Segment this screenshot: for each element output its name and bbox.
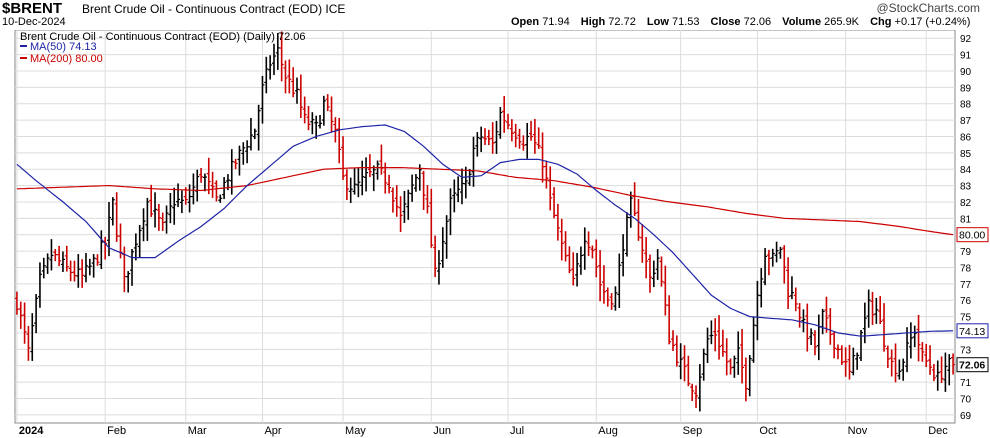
legend-ma200-text: MA(200) 80.00 xyxy=(30,53,103,65)
y-tick-label: 83 xyxy=(960,182,972,193)
close-value-tag: 72.06 xyxy=(959,360,985,372)
open-value: 71.94 xyxy=(542,16,570,28)
x-tick-label: Dec xyxy=(928,425,948,437)
x-tick-label: 2024 xyxy=(19,425,44,437)
y-tick-label: 85 xyxy=(960,149,972,160)
close-value: 72.06 xyxy=(743,16,772,28)
ma50-line xyxy=(16,124,954,337)
ma50-value-tag: 74.13 xyxy=(959,326,985,338)
x-tick-label: Jun xyxy=(433,425,451,437)
ohlc-readout: Open 71.94 High 72.72 Low 71.53 Close 72… xyxy=(511,16,978,28)
low-label: Low xyxy=(646,16,669,28)
brand-label[interactable]: @StockCharts.com xyxy=(876,1,980,15)
x-tick-label: Sep xyxy=(683,425,703,437)
y-tick-label: 78 xyxy=(960,263,972,274)
ma200-value-tag-box xyxy=(956,227,989,243)
y-tick-label: 70 xyxy=(960,394,972,405)
y-tick-label: 75 xyxy=(960,313,972,324)
chart-title: Brent Crude Oil - Continuous Contract (E… xyxy=(82,2,346,16)
ma50-value-tag-box xyxy=(956,323,989,339)
ma200-line xyxy=(16,167,954,236)
change-label: Chg xyxy=(870,16,892,28)
x-tick-label: Jul xyxy=(510,425,524,437)
legend-main-text: Brent Crude Oil - Continuous Contract (E… xyxy=(20,31,306,43)
close-label: Close xyxy=(710,16,741,28)
y-tick-label: 91 xyxy=(960,51,972,62)
legend: Brent Crude Oil - Continuous Contract (E… xyxy=(20,31,306,65)
y-tick-label: 86 xyxy=(960,132,972,143)
ohlc-bars xyxy=(14,31,956,412)
x-tick-label: Aug xyxy=(598,425,618,437)
y-tick-label: 77 xyxy=(960,280,972,291)
high-value: 72.72 xyxy=(608,16,636,28)
x-tick-label: Mar xyxy=(188,425,207,437)
y-tick-label: 89 xyxy=(960,83,972,94)
change-value: +0.17 (+0.24%) xyxy=(894,16,971,28)
y-tick-label: 92 xyxy=(960,34,972,45)
close-value-tag-box xyxy=(956,357,989,373)
chart-subheader: 10-Dec-2024 Open 71.94 High 72.72 Low 71… xyxy=(0,16,990,30)
y-tick-label: 87 xyxy=(960,116,972,127)
low-value: 71.53 xyxy=(671,16,700,28)
chart-header: $BRENT Brent Crude Oil - Continuous Cont… xyxy=(0,0,990,17)
y-tick-label: 90 xyxy=(960,67,972,78)
x-tick-label: Feb xyxy=(107,425,126,437)
y-tick-label: 84 xyxy=(960,165,972,176)
symbol-label[interactable]: $BRENT xyxy=(2,0,63,17)
y-tick-label: 73 xyxy=(960,345,972,356)
legend-ma50-text: MA(50) 74.13 xyxy=(30,41,97,53)
x-tick-label: May xyxy=(345,425,366,437)
y-tick-label: 71 xyxy=(960,378,972,389)
last-value-labels: 80.00 74.13 72.06 xyxy=(956,227,989,373)
open-label: Open xyxy=(511,16,540,28)
y-tick-label: 81 xyxy=(960,214,972,225)
volume-value: 265.9K xyxy=(824,16,860,28)
x-tick-label: Apr xyxy=(264,425,281,437)
y-tick-label: 79 xyxy=(960,247,972,258)
x-tick-label: Oct xyxy=(759,425,776,437)
y-tick-label: 88 xyxy=(960,100,972,111)
date-label: 10-Dec-2024 xyxy=(2,16,66,28)
y-tick-label: 76 xyxy=(960,296,972,307)
ma200-value-tag: 80.00 xyxy=(959,230,985,242)
x-axis: 2024 Feb Mar Apr May Jun Jul Aug Sep Oct Nov Dec xyxy=(19,425,948,437)
high-label: High xyxy=(580,16,606,28)
volume-label: Volume xyxy=(782,16,822,28)
y-tick-label: 69 xyxy=(960,411,972,422)
price-chart[interactable]: 2024 Feb Mar Apr May Jun Jul Aug Sep Oct Nov Dec 69… xyxy=(0,30,990,438)
y-tick-label: 82 xyxy=(960,198,972,209)
x-tick-label: Nov xyxy=(848,425,868,437)
plot-frame xyxy=(14,30,956,424)
